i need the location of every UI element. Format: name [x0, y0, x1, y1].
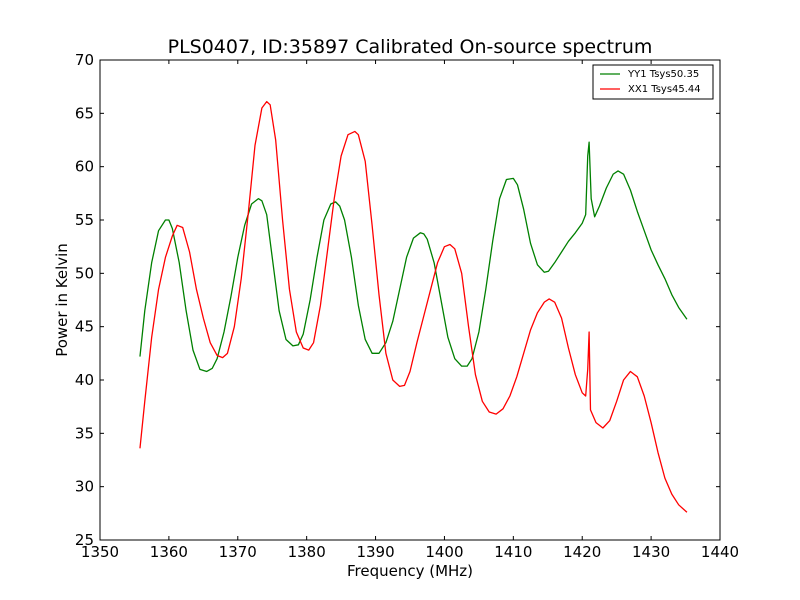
y-tick-label: 50 — [75, 264, 94, 282]
x-tick-label: 1440 — [701, 543, 739, 561]
y-tick-label: 55 — [75, 211, 94, 229]
plot-area — [100, 60, 720, 540]
y-tick-label: 65 — [75, 104, 94, 122]
x-tick-label: 1400 — [425, 543, 463, 561]
chart-title: PLS0407, ID:35897 Calibrated On-source s… — [168, 36, 653, 58]
legend-label-yy1: YY1 Tsys50.35 — [627, 69, 699, 80]
series-layer — [139, 100, 688, 513]
y-tick-label: 30 — [75, 478, 94, 496]
y-tick-label: 70 — [75, 51, 94, 69]
plot-background — [100, 60, 720, 540]
x-tick-label: 1370 — [219, 543, 257, 561]
axis-ticks: 1350 1360 1370 1380 1390 1400 1410 1420 1430 1440… — [75, 51, 739, 561]
x-tick-label: 1410 — [494, 543, 532, 561]
x-tick-label: 1380 — [288, 543, 326, 561]
y-tick-label: 35 — [75, 424, 94, 442]
x-tick-label: 1430 — [632, 543, 670, 561]
y-tick-label: 40 — [75, 371, 94, 389]
legend: YY1 Tsys50.35 XX1 Tsys45.44 — [592, 64, 714, 100]
plot-frame — [99, 59, 721, 541]
x-tick-label: 1360 — [150, 543, 188, 561]
y-axis-label: Power in Kelvin — [53, 243, 71, 357]
series-line-yy1 — [139, 141, 688, 373]
x-tick-label: 1390 — [356, 543, 394, 561]
series-line-xx1 — [139, 100, 688, 513]
y-tick-label: 25 — [75, 531, 94, 549]
y-tick-label: 60 — [75, 158, 94, 176]
y-tick-label: 45 — [75, 318, 94, 336]
x-tick-label: 1420 — [563, 543, 601, 561]
legend-box — [592, 64, 714, 100]
x-axis-label: Frequency (MHz) — [347, 562, 473, 580]
x-tick-label: 1350 — [81, 543, 119, 561]
legend-label-xx1: XX1 Tsys45.44 — [628, 84, 701, 95]
